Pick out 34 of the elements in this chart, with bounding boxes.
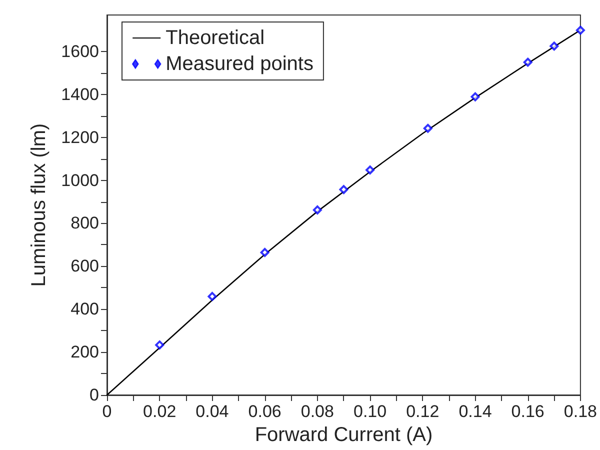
point	[366, 166, 375, 175]
x-tick-label: 0.08	[300, 402, 334, 421]
x-tick-label: 0	[102, 402, 112, 421]
point	[576, 26, 585, 35]
y-tick-label: 1400	[61, 84, 99, 104]
x-tick-label: 0.16	[511, 402, 544, 421]
x-tick-label: 0.02	[143, 402, 176, 421]
y-tick-label: 400	[70, 300, 99, 319]
point	[423, 124, 432, 133]
point	[155, 340, 164, 350]
point	[470, 92, 480, 102]
x-tick-label: 0.18	[564, 402, 598, 421]
point	[523, 58, 532, 67]
y-axis-title: Luminous flux (lm)	[28, 123, 50, 287]
x-tick-label: 0.12	[406, 402, 440, 421]
y-tick-label: 1000	[61, 170, 99, 190]
legend-label: Measured points	[166, 53, 314, 75]
point	[312, 205, 322, 214]
legend-label: Theoretical	[166, 27, 265, 49]
point	[208, 292, 217, 301]
x-tick-label: 0.04	[196, 402, 229, 421]
x-axis-title: Forward Current (A)	[254, 424, 433, 446]
point	[339, 185, 348, 194]
x-tick-label: 0.06	[248, 402, 282, 421]
y-tick-label: 200	[70, 342, 99, 362]
x-tick-label: 0.10	[353, 402, 387, 421]
point	[550, 42, 559, 51]
y-tick-label: 1200	[61, 128, 99, 147]
point	[260, 248, 270, 257]
y-tick-label: 1600	[61, 42, 99, 61]
y-tick-label: 0	[90, 386, 99, 404]
x-tick-label: 0.14	[458, 402, 492, 421]
y-tick-label: 800	[70, 214, 99, 233]
y-tick-label: 600	[70, 256, 99, 276]
